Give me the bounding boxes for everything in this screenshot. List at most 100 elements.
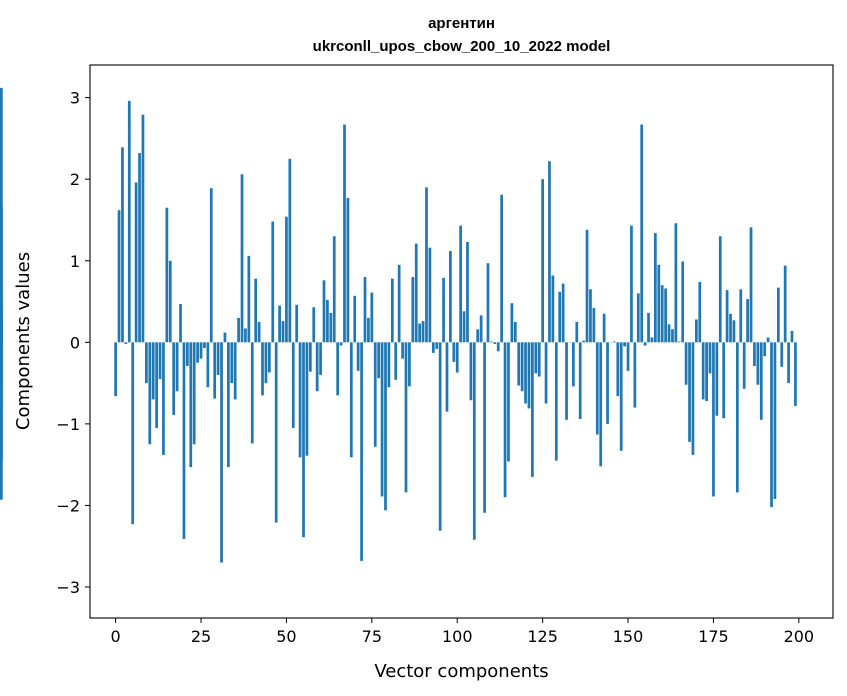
bar [606, 342, 609, 424]
bar [411, 277, 415, 343]
bar [435, 342, 439, 349]
bar [582, 340, 585, 343]
bar [356, 342, 360, 371]
bar [766, 337, 770, 343]
bar [554, 342, 558, 461]
bars-group [0, 87, 797, 563]
bar [510, 303, 514, 343]
bar [619, 342, 623, 451]
bar [220, 342, 223, 563]
bar [640, 124, 644, 343]
bar [681, 261, 685, 343]
bar [363, 277, 367, 343]
bar [298, 342, 302, 458]
y-tick-label: 1 [70, 252, 80, 271]
bar [401, 342, 404, 359]
bar [127, 100, 131, 343]
bar [466, 241, 469, 343]
bar [134, 182, 138, 343]
bar [291, 342, 295, 428]
bar [602, 313, 606, 343]
bar [756, 342, 760, 385]
bar [230, 342, 234, 384]
bar [117, 210, 121, 343]
bar [462, 311, 466, 343]
bar [295, 304, 299, 343]
bar [746, 299, 749, 343]
bar [551, 275, 555, 343]
bar [418, 323, 422, 343]
bar [206, 342, 210, 388]
bar [486, 263, 490, 343]
bar [216, 342, 220, 375]
bar [254, 278, 258, 343]
bar [459, 225, 463, 343]
bar [452, 342, 456, 362]
bar [500, 194, 503, 343]
bar [271, 221, 275, 343]
bar [674, 223, 678, 343]
bar [763, 342, 767, 357]
bar [131, 342, 135, 525]
bar [0, 342, 3, 462]
x-tick-label: 50 [276, 627, 296, 646]
bar [425, 187, 428, 343]
bar [657, 264, 661, 343]
bar [179, 303, 182, 343]
bar [671, 329, 674, 343]
bar [490, 341, 493, 343]
bar [257, 321, 261, 343]
bar [776, 287, 780, 343]
x-tick-label: 0 [111, 627, 121, 646]
bar [592, 308, 596, 343]
bar [267, 342, 271, 373]
bar [408, 342, 411, 387]
x-tick-label: 100 [442, 627, 473, 646]
bar [688, 342, 691, 442]
bar [585, 229, 589, 343]
bar [165, 207, 169, 343]
bar [531, 342, 534, 477]
bar [749, 227, 753, 343]
x-axis-label: Vector components [374, 661, 548, 682]
bar [0, 320, 3, 343]
bar [124, 342, 128, 344]
bar [394, 342, 398, 380]
bar [684, 342, 688, 385]
bar [496, 342, 500, 352]
bar [226, 342, 230, 468]
bar [787, 342, 790, 384]
bar [274, 342, 278, 523]
bar [613, 341, 616, 343]
bar [561, 283, 565, 343]
bar [182, 342, 186, 539]
bar [664, 288, 667, 343]
bar [677, 341, 681, 343]
bar [694, 319, 698, 343]
y-tick-label: 0 [70, 333, 80, 352]
bar [0, 206, 3, 343]
bar [537, 342, 541, 377]
y-tick-label: −2 [56, 496, 80, 515]
chart-subtitle: ukrconll_upos_cbow_200_10_2022 model [313, 38, 611, 55]
bar [599, 342, 603, 467]
bar [780, 342, 784, 367]
bar [390, 278, 394, 343]
bar [360, 342, 363, 561]
bar [288, 158, 292, 343]
bar [192, 342, 196, 445]
bar [667, 324, 671, 343]
x-tick-label: 125 [527, 627, 558, 646]
bar [544, 342, 548, 404]
bar [742, 342, 746, 389]
bar [343, 124, 346, 343]
bar [654, 233, 657, 343]
bar [261, 342, 264, 396]
bar [380, 342, 384, 497]
bar [315, 342, 319, 392]
bar [753, 342, 756, 366]
bar [513, 321, 517, 343]
bar [121, 147, 124, 343]
